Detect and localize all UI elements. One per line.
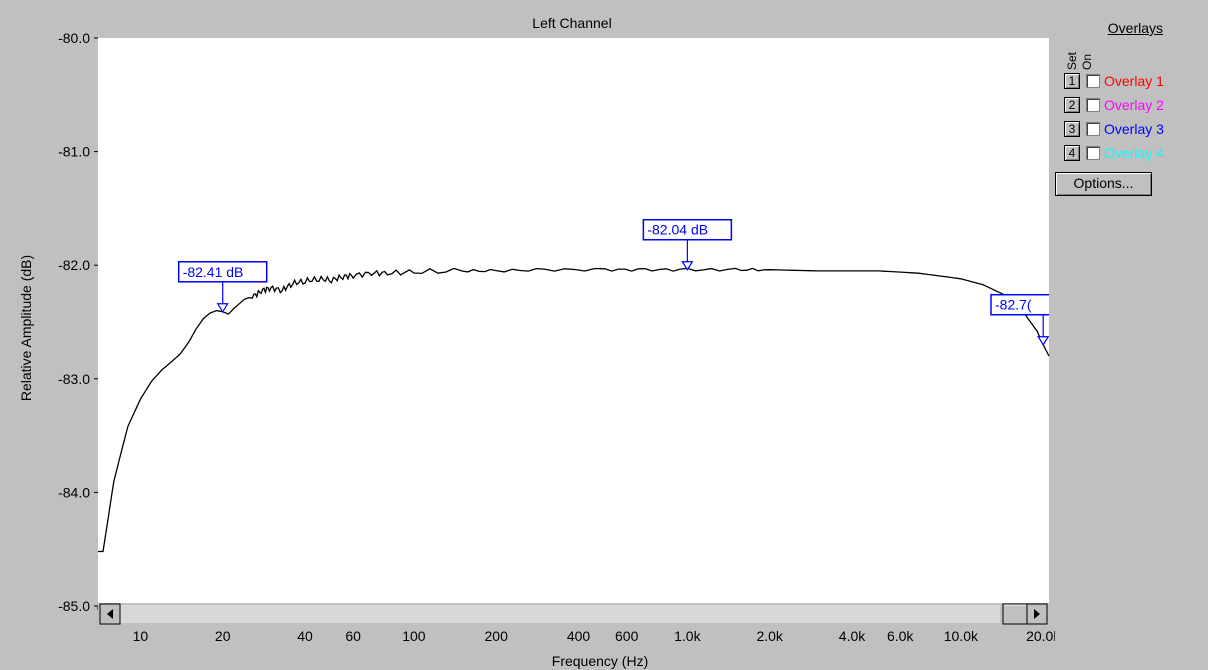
- x-tick-label: 10.0k: [944, 628, 979, 644]
- overlay-checkbox-3[interactable]: [1086, 122, 1100, 136]
- overlay-set-button-2[interactable]: 2: [1064, 97, 1080, 113]
- x-tick-label: 6.0k: [887, 628, 914, 644]
- x-tick-label: 4.0k: [839, 628, 866, 644]
- overlay-label-3: Overlay 3: [1104, 121, 1164, 137]
- x-tick-label: 400: [567, 628, 591, 644]
- overlay-row-3: 3 Overlay 3: [1064, 121, 1204, 139]
- x-axis-label: Frequency (Hz): [552, 653, 648, 669]
- marker-2[interactable]: -82.04 dB: [642, 218, 733, 271]
- y-tick-label: -83.0: [58, 371, 90, 387]
- overlay-label-2: Overlay 2: [1104, 97, 1164, 113]
- overlays-title: Overlays: [1107, 20, 1163, 36]
- x-tick-label: 200: [485, 628, 509, 644]
- y-tick-label: -81.0: [58, 144, 90, 160]
- scroll-right-button[interactable]: [1026, 603, 1048, 625]
- overlay-set-button-4[interactable]: 4: [1064, 145, 1080, 161]
- overlay-row-4: 4 Overlay 4: [1064, 145, 1204, 163]
- x-tick-label: 60: [345, 628, 361, 644]
- overlays-panel: Overlays Set On 1 Overlay 1 2 Overlay 2 …: [1055, 0, 1208, 200]
- y-tick-label: -84.0: [58, 484, 90, 500]
- y-tick-label: -85.0: [58, 598, 90, 614]
- y-tick-label: -80.0: [58, 30, 90, 46]
- marker-label: -82.41 dB: [183, 264, 244, 280]
- chart-title: Left Channel: [532, 15, 611, 31]
- overlay-label-1: Overlay 1: [1104, 73, 1164, 89]
- marker-triangle: [216, 303, 229, 313]
- x-tick-label: 1.0k: [674, 628, 701, 644]
- x-tick-label: 20.0k: [1026, 628, 1055, 644]
- overlay-set-button-1[interactable]: 1: [1064, 73, 1080, 89]
- x-tick-label: 2.0k: [756, 628, 783, 644]
- scroll-left-button[interactable]: [99, 603, 121, 625]
- marker-1[interactable]: -82.41 dB: [177, 261, 268, 313]
- x-tick-label: 600: [615, 628, 639, 644]
- overlay-set-button-3[interactable]: 3: [1064, 121, 1080, 137]
- series-line: [98, 267, 1050, 553]
- marker-label: -82.04 dB: [647, 222, 708, 238]
- marker-triangle: [681, 261, 694, 271]
- marker-label-box: [990, 293, 1049, 316]
- scroll-thumb[interactable]: [1002, 603, 1028, 625]
- overlay-label-4: Overlay 4: [1104, 145, 1164, 161]
- marker-label: -82.7(: [995, 297, 1032, 313]
- plot-area: [98, 38, 1049, 603]
- marker-3[interactable]: -82.7(: [990, 293, 1055, 346]
- overlay-row-1: 1 Overlay 1: [1064, 73, 1204, 91]
- chart: Left Channel Relative Amplitude (dB) Fre…: [18, 15, 1055, 669]
- options-button[interactable]: Options...: [1055, 172, 1152, 196]
- overlay-row-2: 2 Overlay 2: [1064, 97, 1204, 115]
- x-tick-label: 100: [402, 628, 426, 644]
- marker-triangle: [1037, 336, 1050, 346]
- overlay-checkbox-4[interactable]: [1086, 146, 1100, 160]
- horizontal-scrollbar[interactable]: [98, 603, 1049, 625]
- on-column-header: On: [1080, 53, 1094, 70]
- set-column-header: Set: [1065, 51, 1079, 70]
- x-tick-label: 20: [215, 628, 231, 644]
- marker-label-box: [642, 218, 733, 241]
- overlay-checkbox-2[interactable]: [1086, 98, 1100, 112]
- y-tick-label: -82.0: [58, 257, 90, 273]
- x-tick-label: 40: [297, 628, 313, 644]
- x-tick-label: 10: [133, 628, 149, 644]
- marker-label-box: [177, 261, 268, 283]
- y-axis-label: Relative Amplitude (dB): [18, 255, 34, 401]
- overlay-checkbox-1[interactable]: [1086, 74, 1100, 88]
